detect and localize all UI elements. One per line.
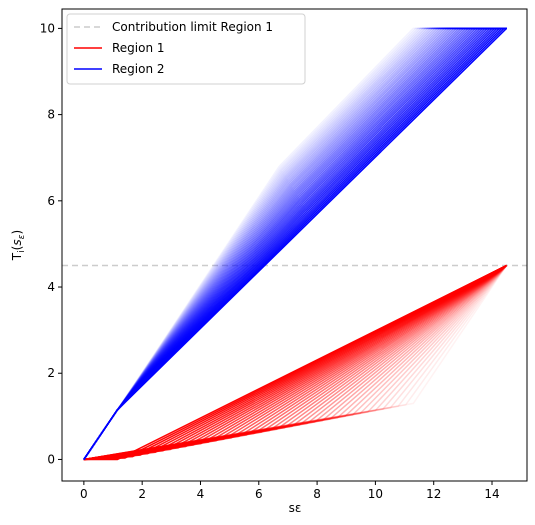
region1-line [83,264,507,461]
region1-line [83,265,508,461]
legend-label: Region 1 [112,41,165,55]
region1-line [83,264,507,461]
region1-line [83,264,508,461]
y-tick-label: 8 [47,108,55,122]
legend-label: Contribution limit Region 1 [112,20,273,34]
region1-line [83,264,508,461]
x-tick-label: 0 [80,487,88,501]
legend-label: Region 2 [112,62,165,76]
region1-line [83,264,507,461]
region1-line [83,264,508,461]
region1-line [83,264,508,461]
y-tick-label: 4 [47,280,55,294]
region1-line [83,264,508,461]
region1-line [83,264,507,461]
y-label-main: T [10,252,24,261]
region1-line [83,264,508,461]
region1-line [83,264,508,461]
x-tick-label: 6 [255,487,263,501]
x-tick-label: 4 [197,487,205,501]
x-tick-label: 2 [138,487,146,501]
x-tick-label: 14 [484,487,499,501]
region1-line [83,264,508,461]
region1-line [83,264,507,461]
region1-line [83,264,507,461]
region1-line [83,264,508,461]
region1-line [83,264,507,461]
region1-line [83,265,508,461]
y-axis-label: Ti(sε) [10,230,27,261]
region1-line [83,264,507,461]
region1-line [83,264,507,461]
x-axis-label: sε [289,501,302,515]
region1-line [83,264,508,461]
x-tick-label: 12 [426,487,441,501]
region1-line [83,264,508,461]
region1-line [83,264,507,461]
region1-line [83,264,508,461]
y-label-arg-sub: ε [17,234,27,239]
y-label-open: ( [10,246,24,251]
region1-line [83,264,508,461]
region1-line [83,264,507,461]
region1-line [83,264,507,461]
x-tick-label: 10 [368,487,383,501]
region1-line [83,264,508,461]
legend: Contribution limit Region 1 Region 1 Regio… [66,13,306,85]
y-tick-label: 0 [47,452,55,466]
region1-line [83,265,508,461]
ticks-layer: 0 2 4 6 8 10 12 14 0 2 4 6 8 10 [40,21,500,501]
region1-line [83,264,507,461]
y-label-sub: i [17,250,27,253]
region1-line [83,264,507,461]
plot-frame [61,8,528,482]
region2-line [83,27,508,460]
y-label-close: ) [10,230,24,235]
y-tick-label: 10 [40,21,55,35]
region1-line [83,264,507,461]
region1-line [83,264,508,461]
region1-line [83,264,508,461]
y-tick-label: 6 [47,194,55,208]
legend-box [66,13,306,85]
region1-line [83,265,508,461]
region1-line [83,264,508,461]
x-tick-label: 8 [313,487,321,501]
region1-line [83,264,508,461]
series-layer [62,27,527,461]
region1-line [83,264,507,461]
region1-line [83,264,507,461]
y-tick-label: 2 [47,366,55,380]
y-label-arg: s [10,239,24,245]
region1-line [83,264,508,461]
